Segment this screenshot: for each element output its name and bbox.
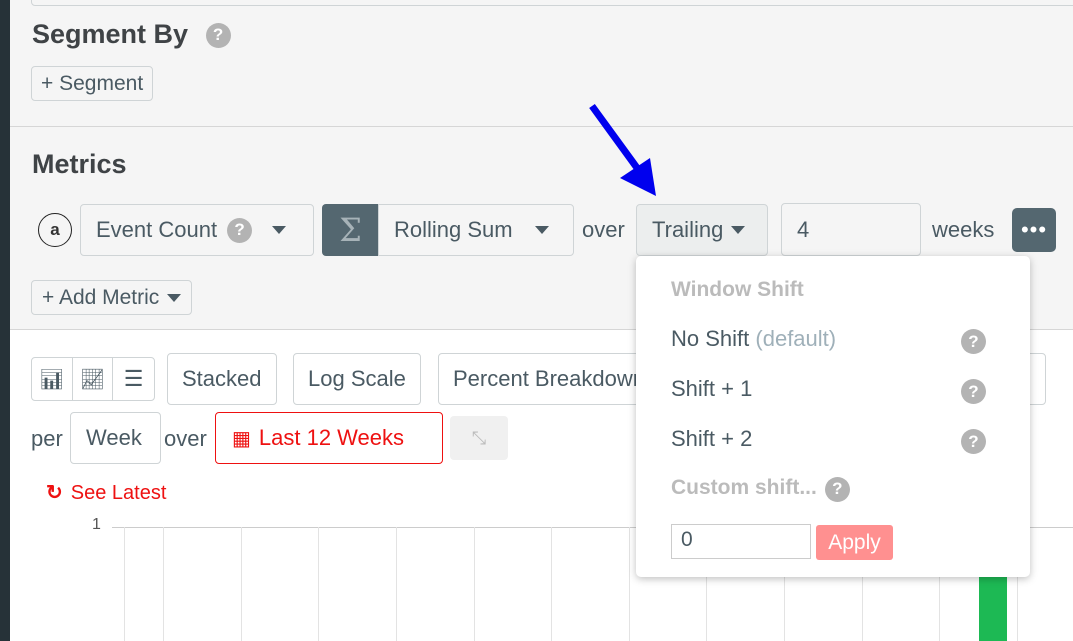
event-select[interactable]: Event Count? [80, 204, 314, 256]
gridline-vertical [396, 527, 397, 641]
table-icon[interactable]: ☰ [123, 366, 144, 391]
over-label: over [164, 426, 207, 451]
sigma-icon: Σ [322, 204, 379, 256]
unit-label: weeks [932, 217, 995, 242]
window-count-input[interactable]: 4 [781, 203, 921, 256]
filter-box [31, 0, 1073, 6]
gridline-vertical [706, 527, 707, 641]
event-label: Event Count [96, 217, 218, 242]
date-range-button[interactable]: ▦ Last 12 Weeks [215, 412, 443, 464]
divider [10, 329, 1073, 330]
gridline-vertical [939, 527, 940, 641]
gridline-vertical [474, 527, 475, 641]
gridline-vertical [629, 527, 630, 641]
aggregation-label: Rolling Sum [394, 217, 513, 242]
item-label: No Shift [671, 326, 750, 351]
more-options-icon[interactable]: ••• [1012, 208, 1056, 252]
see-latest-link[interactable]: ↻ See Latest [46, 480, 166, 505]
item-label: Shift + 2 [671, 426, 753, 451]
add-metric-label: + Add Metric [42, 285, 160, 309]
over-label: over [582, 217, 625, 242]
metrics-title: Metrics [32, 149, 127, 179]
custom-shift-label: Custom shift...? [671, 476, 850, 502]
window-label: Trailing [652, 217, 724, 242]
chart-type-group: 📊︎ 📈︎ ☰ [31, 357, 155, 401]
window-shift-dropdown: Window Shift No Shift (default)? Shift +… [636, 256, 1030, 577]
log-scale-button[interactable]: Log Scale [293, 353, 421, 405]
see-latest-label: See Latest [70, 482, 167, 504]
gridline-vertical [784, 527, 785, 641]
add-segment-button[interactable]: + Segment [31, 66, 154, 101]
custom-shift-input[interactable]: 0 [671, 524, 811, 559]
chevron-down-icon [534, 226, 549, 234]
gridline-vertical [551, 527, 552, 641]
interval-select[interactable]: Week [70, 412, 161, 464]
divider [10, 126, 1073, 127]
line-chart-icon[interactable]: 📈︎ [73, 358, 114, 400]
menu-item-no-shift[interactable]: No Shift (default)? [636, 326, 1030, 362]
help-icon[interactable]: ? [227, 217, 253, 243]
item-label: Shift + 1 [671, 376, 753, 401]
gridline-horizontal [112, 527, 1073, 528]
date-range-label: Last 12 Weeks [258, 425, 405, 450]
collapse-icon[interactable]: ⤡ [450, 416, 508, 460]
dropdown-header: Window Shift [671, 278, 804, 301]
segment-title: Segment By ? [32, 19, 231, 50]
custom-shift-text: Custom shift... [671, 476, 817, 499]
per-label: per [31, 426, 63, 451]
refresh-icon: ↻ [46, 482, 63, 504]
help-icon[interactable]: ? [205, 22, 231, 48]
help-icon[interactable]: ? [961, 329, 986, 354]
help-icon[interactable]: ? [824, 476, 850, 502]
apply-button[interactable]: Apply [816, 525, 893, 560]
chevron-down-icon [731, 226, 746, 234]
y-tick-label: 1 [92, 516, 101, 533]
gridline-vertical [163, 527, 164, 641]
help-icon[interactable]: ? [961, 429, 986, 454]
gridline-vertical [241, 527, 242, 641]
sidebar [0, 0, 10, 641]
gridline-vertical [318, 527, 319, 641]
bar-chart-icon[interactable]: 📊︎ [32, 358, 73, 400]
help-icon[interactable]: ? [961, 379, 986, 404]
metric-letter-badge: a [38, 213, 72, 247]
gridline-vertical [862, 527, 863, 641]
segment-title-text: Segment By [32, 19, 189, 49]
stacked-button[interactable]: Stacked [167, 353, 277, 405]
menu-item-shift-2[interactable]: Shift + 2? [636, 426, 1030, 462]
calendar-icon: ▦ [232, 427, 251, 450]
gridline-vertical [1017, 527, 1018, 641]
item-note: (default) [755, 326, 837, 351]
add-metric-button[interactable]: + Add Metric [31, 280, 193, 315]
gridline-vertical [124, 527, 125, 641]
chevron-down-icon [272, 226, 287, 234]
menu-item-shift-1[interactable]: Shift + 1? [636, 376, 1030, 412]
chevron-down-icon [167, 293, 182, 302]
window-select[interactable]: Trailing [636, 204, 768, 256]
aggregation-select[interactable]: Rolling Sum [378, 204, 574, 256]
